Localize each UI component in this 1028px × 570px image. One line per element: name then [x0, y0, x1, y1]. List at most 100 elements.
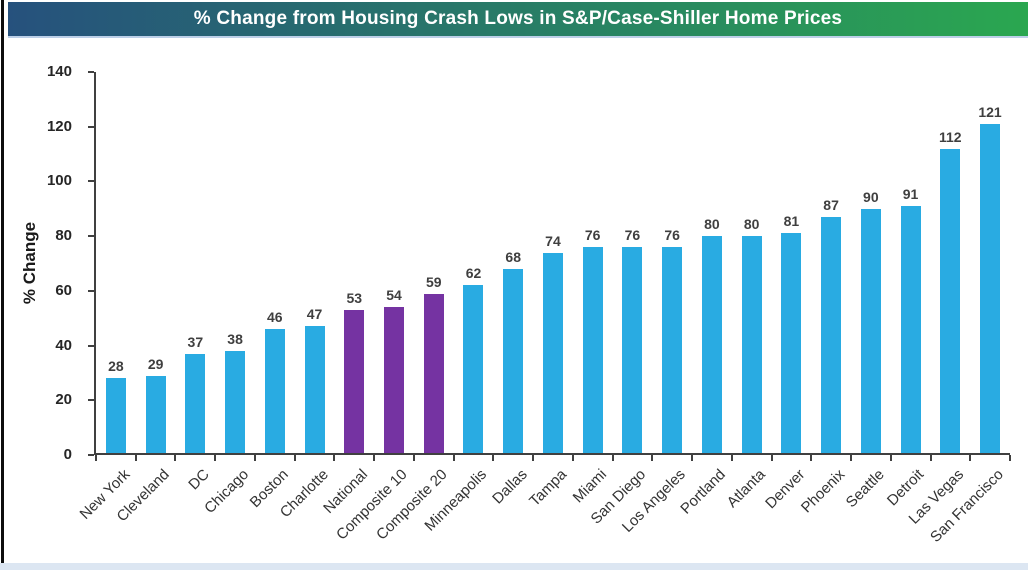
bar-column: 53	[334, 72, 374, 455]
bar-minneapolis	[463, 285, 484, 455]
x-label-cell: Phoenix	[798, 464, 851, 570]
bar-column: 87	[811, 72, 851, 455]
y-tick-label: 0	[63, 446, 72, 463]
y-axis-line	[94, 72, 96, 455]
x-label-cell: Tampa	[526, 464, 573, 570]
y-axis-tick-labels: 0 20 40 60 80 100 120 140	[0, 63, 84, 463]
bar-column: 76	[573, 72, 613, 455]
bar-column: 47	[295, 72, 335, 455]
x-label-cell: Atlanta	[724, 464, 772, 570]
x-axis-labels: New York Cleveland DC Chicago Boston Charlott…	[76, 464, 1010, 570]
bar-value-label: 46	[267, 309, 283, 326]
bar-column: 68	[493, 72, 533, 455]
y-tick-label: 60	[55, 281, 72, 299]
x-tick-label: Tampa	[526, 466, 570, 510]
bar-value-label: 80	[743, 216, 760, 233]
x-tick-mark	[532, 455, 535, 461]
x-label-cell: Seattle	[843, 464, 891, 570]
x-label-cell: Dallas	[489, 464, 533, 570]
window-left-border	[1, 0, 4, 563]
bar-value-label: 28	[108, 358, 124, 375]
chart-title-bar: % Change from Housing Crash Lows in S&P/…	[8, 2, 1028, 38]
bar-dallas	[503, 268, 524, 455]
bottom-strip	[0, 563, 1028, 570]
bar-new-york	[105, 378, 126, 455]
bar-value-label: 121	[978, 103, 1002, 120]
x-tick-label: DC	[185, 466, 213, 494]
x-tick-mark	[333, 455, 336, 461]
bar-column: 80	[732, 72, 772, 455]
y-tick-mark	[88, 235, 94, 238]
bar-value-label: 37	[187, 333, 204, 350]
bar-column: 74	[533, 72, 573, 455]
bar-value-label: 81	[783, 213, 800, 230]
x-tick-mark	[412, 455, 415, 461]
bar-boston	[264, 329, 285, 455]
bar-value-label: 47	[306, 306, 323, 323]
bar-value-label: 68	[505, 248, 521, 265]
x-label-cell: Cleveland	[113, 464, 176, 570]
bar-column: 54	[374, 72, 414, 455]
x-tick-mark	[253, 455, 256, 461]
x-tick-mark	[492, 455, 495, 461]
bar-value-label: 80	[704, 216, 720, 233]
x-tick-mark	[373, 455, 376, 461]
bar-value-label: 76	[664, 227, 680, 244]
y-tick-mark	[88, 125, 94, 128]
bar-las-vegas	[940, 148, 961, 455]
x-tick-mark	[452, 455, 455, 461]
x-tick-mark	[691, 455, 694, 461]
bar-value-label: 76	[584, 227, 601, 244]
y-tick-label: 40	[55, 336, 72, 354]
x-label-cell: Charlotte	[277, 464, 335, 570]
y-tick-mark	[88, 399, 94, 402]
bar-dc	[185, 353, 206, 455]
bars-container: 28 29 37 38 46 47 53 54 59 62 68 74 76 76 76 80 80 81 87 90…	[96, 72, 1010, 455]
y-tick-mark	[88, 344, 94, 347]
x-tick-mark	[889, 455, 892, 461]
y-tick-label: 80	[55, 227, 72, 245]
x-tick-mark	[1009, 455, 1011, 461]
y-tick-label: 120	[46, 117, 72, 135]
bar-value-label: 91	[902, 186, 919, 203]
bar-column: 37	[175, 72, 215, 455]
bar-composite-20	[423, 293, 444, 455]
bar-column: 81	[771, 72, 811, 455]
bar-tampa	[542, 252, 563, 455]
bar-san-francisco	[980, 123, 1001, 455]
bar-column: 80	[692, 72, 732, 455]
bar-column: 28	[96, 72, 136, 455]
bar-column: 90	[851, 72, 891, 455]
bar-detroit	[900, 206, 921, 455]
bar-los-angeles	[662, 247, 683, 455]
bar-column: 76	[652, 72, 692, 455]
bar-column: 76	[613, 72, 653, 455]
x-tick-mark	[95, 455, 97, 461]
bar-value-label: 112	[938, 128, 962, 145]
bar-value-label: 38	[227, 331, 243, 348]
x-tick-mark	[850, 455, 853, 461]
bar-column: 46	[255, 72, 295, 455]
x-label-cell: Minneapolis	[422, 464, 494, 570]
x-label-cell: Denver	[762, 464, 811, 570]
bar-value-label: 90	[863, 188, 879, 205]
bar-phoenix	[821, 217, 842, 455]
x-tick-mark	[174, 455, 177, 461]
bar-column: 91	[891, 72, 931, 455]
bar-san-diego	[622, 247, 643, 455]
x-tick-mark	[770, 455, 773, 461]
bar-column: 59	[414, 72, 454, 455]
x-label-cell: DC	[175, 464, 215, 570]
bar-national	[344, 310, 365, 455]
y-tick-mark	[88, 180, 94, 183]
x-label-cell: San Francisco	[927, 464, 1010, 570]
bar-value-label: 59	[425, 273, 442, 290]
bar-cleveland	[145, 375, 166, 455]
x-axis-line	[94, 453, 1010, 455]
x-tick-mark	[134, 455, 137, 461]
bar-chicago	[225, 351, 246, 455]
bar-column: 38	[215, 72, 255, 455]
x-tick-label: Dallas	[488, 466, 531, 508]
x-label-cell: Portland	[677, 464, 732, 570]
